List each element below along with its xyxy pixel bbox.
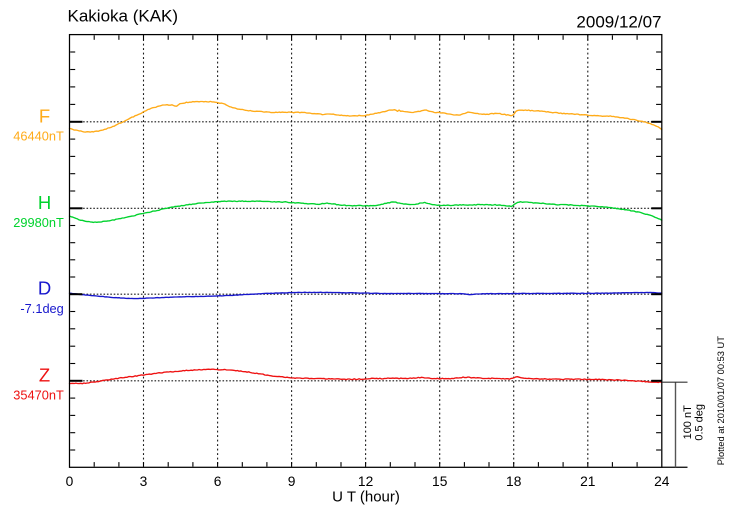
svg-text:46440nT: 46440nT <box>13 128 64 143</box>
svg-text:15: 15 <box>432 474 448 489</box>
svg-text:18: 18 <box>506 474 522 489</box>
svg-text:12: 12 <box>358 474 373 489</box>
svg-text:D: D <box>38 278 51 299</box>
svg-text:U T (hour): U T (hour) <box>332 489 400 506</box>
svg-text:0: 0 <box>66 474 74 489</box>
svg-text:35470nT: 35470nT <box>13 387 64 402</box>
svg-text:24: 24 <box>654 474 670 489</box>
svg-text:2009/12/07: 2009/12/07 <box>576 12 661 31</box>
svg-text:29980nT: 29980nT <box>13 215 64 230</box>
svg-text:Kakioka (KAK): Kakioka (KAK) <box>68 6 179 25</box>
svg-text:H: H <box>38 192 51 213</box>
svg-text:Plotted at 2010/01/07 00:53 UT: Plotted at 2010/01/07 00:53 UT <box>716 336 726 466</box>
svg-text:100 nT: 100 nT <box>682 405 694 440</box>
svg-text:0.5 deg: 0.5 deg <box>693 404 705 441</box>
svg-text:9: 9 <box>288 474 296 489</box>
svg-text:3: 3 <box>140 474 148 489</box>
svg-text:21: 21 <box>580 474 595 489</box>
svg-text:F: F <box>39 105 50 126</box>
svg-text:-7.1deg: -7.1deg <box>20 301 63 316</box>
svg-text:6: 6 <box>214 474 222 489</box>
svg-text:Z: Z <box>39 364 50 385</box>
